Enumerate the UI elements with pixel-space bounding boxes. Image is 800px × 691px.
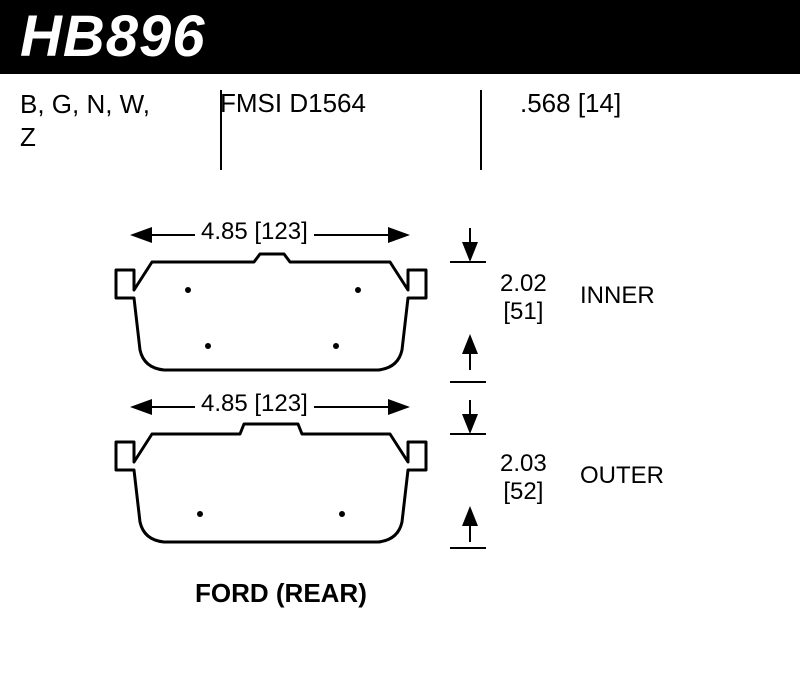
outer-label: OUTER [580,462,664,490]
height-arrow-inner [450,212,490,384]
inner-pad-shape [110,250,430,380]
info-row: B, G, N, W, Z FMSI D1564 .568 [14] [0,74,800,153]
thickness-col: .568 [14] [480,88,780,153]
thickness-value: .568 [14] [520,88,621,118]
inner-label: INNER [580,282,655,310]
codes-line-2: Z [20,121,220,154]
part-number-header: HB896 [0,0,800,70]
height-inner-label: 2.02 [51] [500,270,547,325]
height-arrow-outer [450,400,490,560]
part-number: HB896 [20,4,206,69]
width-outer-label: 4.85 [123] [195,390,314,418]
fmsi-col: FMSI D1564 [220,88,480,153]
height-outer-label: 2.03 [52] [500,450,547,505]
vertical-separator-2 [480,90,482,170]
diagram-area: 4.85 [123] 4.85 [123] 2.02 [51] INNER [0,200,800,640]
compound-codes: B, G, N, W, Z [20,88,220,153]
codes-line-1: B, G, N, W, [20,88,220,121]
width-inner-label: 4.85 [123] [195,218,314,246]
vertical-separator-1 [220,90,222,170]
outer-pad-shape [110,422,430,552]
vehicle-application: FORD (REAR) [195,578,367,609]
fmsi-code: FMSI D1564 [220,88,366,118]
